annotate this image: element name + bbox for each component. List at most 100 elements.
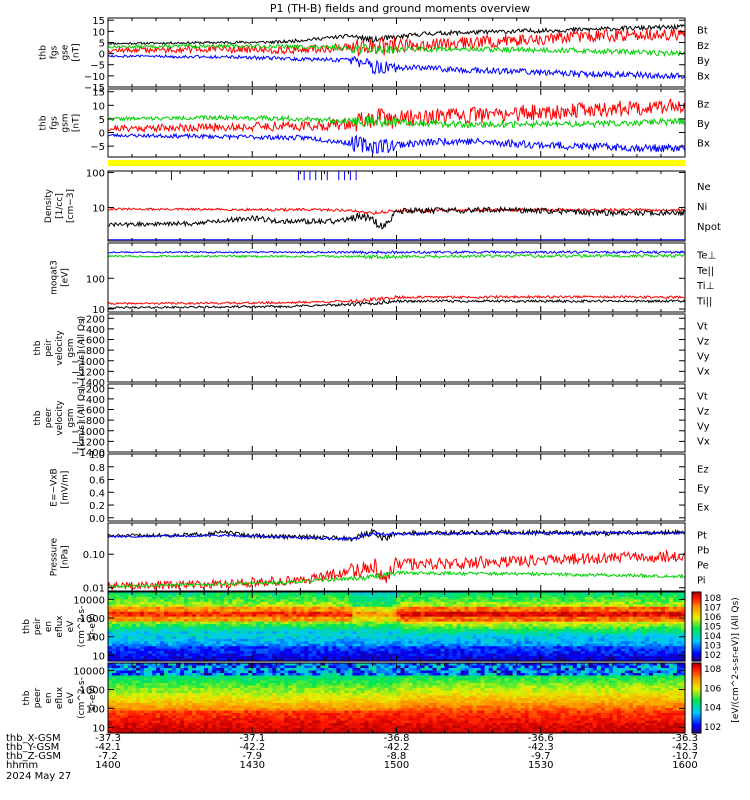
peir-spec-cell — [340, 609, 346, 613]
peir-spec-cell — [256, 604, 261, 608]
peir-spec-cell — [308, 599, 313, 603]
peir-spec-cell — [280, 656, 285, 660]
peir-spec-cell — [184, 616, 189, 620]
peir-spec-cell — [524, 638, 530, 642]
peir-spec-cell — [360, 609, 366, 613]
peir-spec-cell — [528, 658, 534, 662]
peir-spec-cell — [632, 596, 638, 600]
peir-spec-cell — [220, 633, 225, 637]
peer-spec-cell — [124, 690, 129, 694]
peir-spec-cell — [672, 626, 678, 630]
peir-spec-cell — [224, 631, 229, 635]
peir-spec-cell — [608, 653, 614, 657]
peir-spec-cell — [656, 601, 662, 605]
peir-spec-cell — [368, 619, 374, 623]
peir-spec-cell — [208, 636, 213, 640]
peer-spec-cell — [124, 713, 129, 717]
peir-spec-cell — [184, 641, 189, 645]
peir-spec-cell — [672, 624, 678, 628]
peir-spec-cell — [156, 648, 161, 652]
peir-spec-cell — [144, 631, 149, 635]
peir-spec-cell — [676, 596, 682, 600]
peir-spec-cell — [232, 658, 237, 662]
peir-velocity-ytick-label: −1400 — [71, 378, 105, 389]
peir-spec-cell — [544, 628, 550, 633]
peir-spec-cell — [332, 594, 337, 598]
peir-spec-cell — [348, 631, 354, 635]
peir-spec-cell — [492, 658, 498, 662]
peir-spec-cell — [488, 648, 494, 652]
peir-spec-cell — [264, 641, 269, 645]
peir-spec-cell — [112, 656, 117, 660]
peir-spec-cell — [628, 633, 634, 637]
peer-spec-cell — [116, 730, 121, 734]
peir-spec-cell — [152, 621, 157, 625]
peer-spec-cell — [140, 715, 145, 719]
peir-spec-cell — [396, 609, 402, 613]
peir-spec-cell — [440, 636, 446, 640]
peir-spec-cell — [500, 636, 506, 640]
peir-spec-cell — [152, 596, 157, 600]
peir-spec-cell — [400, 648, 406, 652]
peir-spec-cell — [300, 656, 305, 660]
peir-spec-cell — [156, 596, 161, 600]
peir-spec-cell — [492, 601, 498, 605]
peir-spec-cell — [292, 633, 297, 637]
peir-spec-cell — [160, 638, 165, 642]
peir-spec-cell — [504, 596, 510, 600]
peir-spec-cell — [392, 636, 398, 640]
peir-spec-cell — [624, 658, 630, 662]
peir-spec-cell — [276, 614, 281, 618]
peir-spec-cell — [176, 592, 181, 596]
peir-spec-cell — [300, 626, 305, 630]
peir-spec-cell — [528, 648, 534, 652]
peir-spec-cell — [596, 616, 602, 620]
peir-spec-cell — [184, 606, 189, 610]
peir-spec-cell — [632, 621, 638, 625]
peir-spec-cell — [664, 619, 670, 623]
peer-spec-cell — [120, 673, 125, 677]
peir-spec-cell — [132, 633, 137, 637]
peir-spec-cell — [428, 601, 434, 605]
peir-spec-cell — [372, 594, 378, 598]
peir-spec-cell — [676, 611, 682, 615]
peir-spec-cell — [392, 621, 398, 625]
peir-spec-cell — [264, 594, 269, 598]
peir-spec-cell — [212, 626, 217, 630]
peir-spec-cell — [108, 614, 113, 618]
peer-spec-cell — [120, 715, 125, 719]
peir-spec-cell — [352, 604, 358, 608]
peir-spec-cell — [408, 606, 414, 610]
peir-spec-cell — [328, 626, 333, 630]
peer-spec-cell — [144, 708, 149, 712]
peer-spec-cell — [116, 683, 121, 687]
peir-spec-cell — [668, 628, 674, 633]
peir-spec-cell — [584, 631, 590, 635]
peir-spec-cell — [400, 609, 406, 613]
peir-spec-cell — [276, 658, 281, 662]
peir-spec-cell — [524, 619, 530, 623]
peir-spec-cell — [116, 619, 121, 623]
peir-spec-cell — [508, 621, 514, 625]
peir-spec-cell — [204, 616, 209, 620]
peer-spec-cell — [108, 713, 113, 717]
peir-spec-cell — [264, 604, 269, 608]
peir-spec-cell — [340, 633, 346, 637]
peir-spec-cell — [224, 621, 229, 625]
peir-spec-cell — [648, 626, 654, 630]
peir-spec-cell — [384, 604, 390, 608]
peir-spec-cell — [248, 658, 253, 662]
peir-spec-cell — [140, 658, 145, 662]
peir-spec-cell — [444, 626, 450, 630]
peir-spec-cell — [244, 628, 249, 633]
peir-spec-cell — [380, 616, 386, 620]
peir-spec-cell — [360, 596, 366, 600]
peir-spec-cell — [528, 646, 534, 650]
peir-spec-cell — [304, 626, 309, 630]
peir-spec-cell — [440, 601, 446, 605]
peir-spec-cell — [248, 624, 253, 628]
peir-spec-cell — [388, 592, 394, 596]
peir-spec-cell — [324, 638, 329, 642]
peir-spec-cell — [316, 609, 321, 613]
